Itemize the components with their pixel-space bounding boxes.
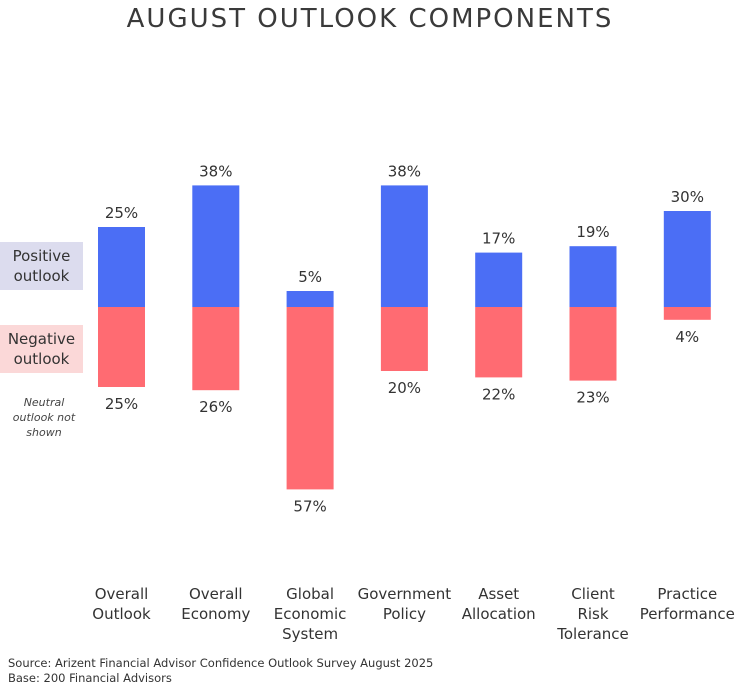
category-tick-label: Economic — [274, 605, 347, 623]
legend-negative-label-line2: outlook — [13, 350, 70, 368]
category-tick-label: Overall — [95, 585, 149, 603]
positive-bar — [475, 252, 523, 307]
category-tick-label: Outlook — [92, 605, 151, 623]
positive-bar — [98, 227, 145, 307]
chart-title: AUGUST OUTLOOK COMPONENTS — [126, 4, 614, 34]
negative-bar — [663, 307, 711, 320]
chart-footer: Source: Arizent Financial Advisor Confid… — [8, 656, 433, 686]
category-tick-label: System — [282, 625, 338, 643]
negative-bar — [475, 307, 523, 378]
neutral-note-line3: shown — [26, 426, 62, 439]
base-note: Base: 200 Financial Advisors — [8, 671, 172, 685]
legend-positive-label-line1: Positive — [12, 247, 71, 265]
negative-bar — [98, 307, 145, 387]
positive-data-label: 19% — [576, 223, 609, 241]
neutral-outlook-note: Neutral outlook not shown — [12, 395, 76, 440]
positive-data-label: 25% — [105, 204, 138, 222]
category-tick-label: Risk — [577, 605, 608, 623]
neutral-note-line1: Neutral — [23, 396, 65, 409]
positive-data-label: 17% — [482, 230, 515, 248]
positive-data-label: 38% — [388, 162, 421, 180]
positive-data-label: 30% — [671, 188, 704, 206]
legend-negative: Negative outlook — [0, 325, 83, 373]
legend-positive-label-line2: outlook — [13, 267, 70, 285]
negative-data-label: 23% — [576, 389, 609, 407]
category-tick-label: Allocation — [462, 605, 536, 623]
negative-bar — [286, 307, 334, 490]
positive-bar — [286, 291, 334, 307]
negative-data-label: 57% — [293, 497, 326, 515]
category-tick-label: Policy — [383, 605, 426, 623]
negative-bar — [192, 307, 240, 391]
negative-data-label: 20% — [388, 379, 421, 397]
negative-data-label: 25% — [105, 395, 138, 413]
positive-bar — [663, 211, 711, 307]
negative-bar — [569, 307, 617, 381]
positive-bar — [380, 185, 428, 307]
legend-negative-label-line1: Negative — [7, 330, 76, 348]
category-tick-label: Client — [571, 585, 615, 603]
neutral-note-line2: outlook not — [12, 411, 76, 424]
legend-positive: Positive outlook — [0, 242, 83, 290]
category-tick-label: Asset — [478, 585, 519, 603]
category-tick-label: Tolerance — [556, 625, 629, 643]
positive-data-label: 38% — [199, 162, 232, 180]
category-tick-label: Economy — [181, 605, 250, 623]
positive-bar — [192, 185, 240, 307]
positive-data-label: 5% — [298, 268, 322, 286]
negative-data-label: 26% — [199, 398, 232, 416]
category-tick-label: Practice — [657, 585, 717, 603]
negative-data-label: 4% — [675, 328, 699, 346]
category-tick-label: Global — [286, 585, 334, 603]
source-note: Source: Arizent Financial Advisor Confid… — [8, 656, 434, 670]
category-tick-label: Overall — [189, 585, 243, 603]
category-tick-label: Government — [358, 585, 452, 603]
negative-data-label: 22% — [482, 385, 515, 403]
negative-bar — [380, 307, 428, 371]
positive-bar — [569, 246, 617, 307]
category-tick-label: Performance — [640, 605, 735, 623]
